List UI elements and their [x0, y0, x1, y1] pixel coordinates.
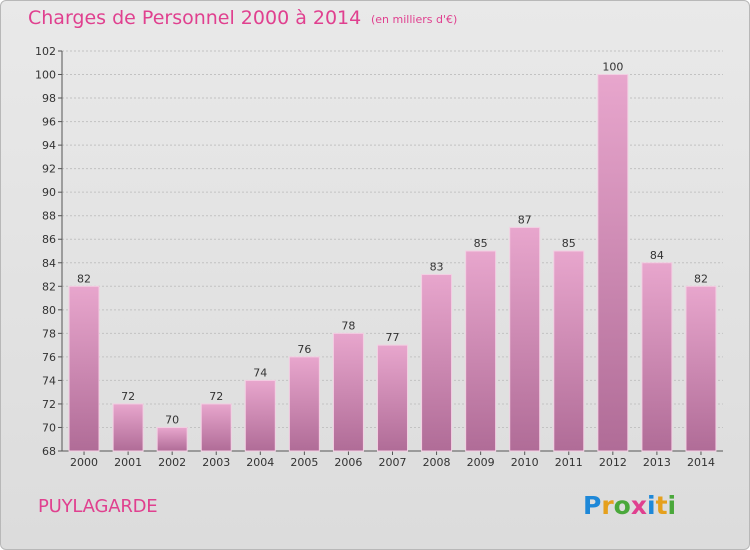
x-tick-label: 2010 [511, 456, 539, 469]
bar-value-label: 77 [386, 331, 400, 344]
bar-value-label: 70 [165, 413, 179, 426]
bar-value-label: 82 [77, 272, 91, 285]
bar[interactable] [377, 344, 408, 452]
bar-value-label: 100 [602, 61, 623, 74]
bar[interactable] [244, 379, 276, 452]
y-tick-label: 102 [35, 45, 56, 58]
bar-value-label: 72 [121, 390, 135, 403]
x-tick-label: 2000 [70, 456, 98, 469]
bar-value-label: 84 [650, 249, 664, 262]
logo-letter: x [630, 491, 647, 520]
bar-value-label: 82 [694, 272, 708, 285]
y-tick-label: 76 [42, 351, 56, 364]
bar[interactable] [112, 403, 144, 452]
y-tick-label: 92 [42, 163, 56, 176]
y-tick-label: 90 [42, 186, 56, 199]
x-tick-label: 2004 [246, 456, 274, 469]
bar-value-label: 76 [297, 343, 311, 356]
bar[interactable] [641, 262, 673, 452]
x-tick-label: 2006 [334, 456, 362, 469]
bar-value-label: 72 [209, 390, 223, 403]
labels: 68 70 72 74 76 78 80 82 84 86 88 90 92 94 96 98 100 102 82… [35, 45, 715, 469]
y-tick-label: 70 [42, 421, 56, 434]
y-tick-label: 86 [42, 233, 56, 246]
x-tick-label: 2011 [555, 456, 583, 469]
bar[interactable] [685, 285, 717, 452]
bar-value-label: 83 [430, 261, 444, 274]
y-tick-label: 94 [42, 139, 56, 152]
logo-letter: o [613, 491, 631, 520]
x-tick-label: 2008 [423, 456, 451, 469]
x-tick-label: 2009 [467, 456, 495, 469]
y-tick-label: 84 [42, 257, 56, 270]
y-tick-label: 88 [42, 210, 56, 223]
x-tick-label: 2014 [687, 456, 715, 469]
bars [68, 74, 717, 452]
x-tick-label: 2012 [599, 456, 627, 469]
y-tick-label: 80 [42, 304, 56, 317]
y-tick-label: 68 [42, 445, 56, 458]
y-tick-label: 82 [42, 280, 56, 293]
x-tick-label: 2002 [158, 456, 186, 469]
bar[interactable] [156, 426, 188, 452]
logo-letter: r [601, 491, 614, 520]
bar[interactable] [553, 250, 585, 452]
bar-value-label: 78 [341, 319, 355, 332]
bar-value-label: 85 [474, 237, 488, 250]
bar[interactable] [597, 74, 629, 452]
y-tick-label: 78 [42, 327, 56, 340]
x-tick-label: 2001 [114, 456, 142, 469]
x-tick-label: 2013 [643, 456, 671, 469]
logo-letter: i [647, 491, 656, 520]
bar-value-label: 87 [518, 213, 532, 226]
y-tick-label: 72 [42, 398, 56, 411]
y-tick-label: 96 [42, 116, 56, 129]
bar[interactable] [332, 332, 364, 452]
chart-title: Charges de Personnel 2000 à 2014 [28, 7, 362, 29]
x-tick-label: 2005 [290, 456, 318, 469]
chart-subtitle: (en milliers d'€) [371, 13, 458, 26]
bar-value-label: 74 [253, 366, 267, 379]
bar[interactable] [421, 274, 453, 452]
bar-value-label: 85 [562, 237, 576, 250]
x-tick-label: 2007 [379, 456, 407, 469]
bar[interactable] [68, 285, 100, 452]
proxiti-logo[interactable]: Proxiti [583, 491, 676, 520]
y-tick-label: 74 [42, 374, 56, 387]
bar[interactable] [288, 356, 320, 452]
bar[interactable] [509, 226, 541, 452]
logo-letter: i [667, 491, 677, 520]
commune-name: PUYLAGARDE [38, 496, 158, 517]
x-tick-label: 2003 [202, 456, 230, 469]
y-tick-label: 98 [42, 92, 56, 105]
logo-letter: P [583, 491, 602, 520]
y-tick-label: 100 [35, 69, 56, 82]
bar[interactable] [465, 250, 497, 452]
logo-letter: t [655, 491, 668, 520]
bar[interactable] [200, 403, 232, 452]
